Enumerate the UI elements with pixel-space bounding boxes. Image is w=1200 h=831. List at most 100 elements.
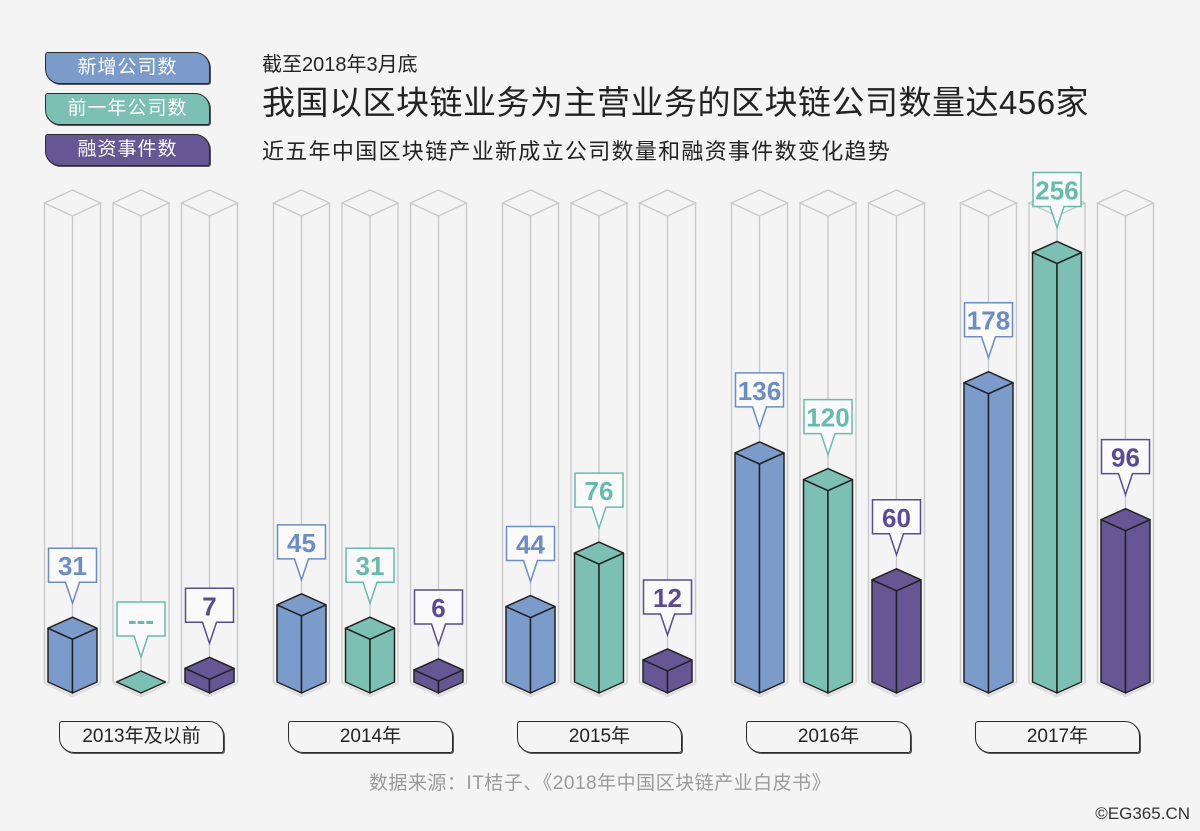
bar [1100,507,1151,694]
data-label: 256 [1032,171,1082,230]
column-outline-bottom [501,681,560,698]
data-label-callout [345,547,395,606]
legend-label: 前一年公司数 [67,98,188,119]
x-tick-label: 2013年及以前 [59,721,224,753]
bar [184,656,235,694]
data-label-text: 7 [202,591,216,621]
bar [871,568,922,694]
column-outline-top [179,189,240,217]
column-outline [42,189,103,698]
bar-top-face [1100,507,1151,532]
data-label: 178 [963,301,1014,361]
data-label-text: 31 [58,551,87,581]
data-label-text: 96 [1111,443,1140,473]
bar [963,370,1014,694]
column-outline-top [111,189,171,217]
data-label-callout [1100,438,1151,498]
bar-right-face [758,452,785,694]
column-outline-bottom [959,681,1018,698]
column-outline [500,189,561,698]
data-label-text: 120 [806,403,849,433]
data-label-callout [184,587,235,646]
column-outline [729,189,790,698]
bar-top-face [963,370,1014,395]
bar-top-face [413,658,464,682]
data-label-callout [574,472,624,531]
bar-right-face [827,478,854,694]
bar [573,541,625,694]
bar-top-face [344,616,396,640]
column-outline-top [958,189,1019,217]
column-outline-bottom [272,681,331,698]
column-outline-top [729,189,790,217]
bar-left-face [505,605,532,694]
bar-right-face [987,381,1014,694]
column-outline-top [340,189,400,217]
data-label-text: 12 [653,583,682,613]
legend-item-prior-year-companies: 前一年公司数 [45,93,210,125]
bar [734,441,785,694]
bar-right-face [598,552,625,694]
bar-top-face [573,541,625,565]
data-label: 7 [184,587,235,646]
bar-top-face [276,593,327,617]
bar-left-face [802,478,829,694]
data-label: 6 [413,589,464,648]
data-label-callout [963,301,1014,361]
bar-top-face [184,656,235,681]
column-outline [340,189,400,698]
column-outline-bottom [409,681,468,698]
bar-right-face [1056,251,1083,694]
column-outline-bottom [867,681,926,698]
column-outline-bottom [112,681,170,698]
bar [802,467,854,694]
bar-right-face [529,605,556,694]
data-label-text: --- [128,605,154,635]
data-label-callout [276,524,327,583]
column-outline-bottom [1096,681,1155,698]
data-label-text: 136 [738,376,781,406]
column-outline-bottom [180,681,239,698]
bars [47,240,1151,694]
x-tick-label: 2017年 [975,721,1140,753]
data-label: 120 [803,398,853,457]
bar-top-face [115,670,167,694]
data-label: 45 [276,524,327,583]
column-outline-top [866,189,927,217]
column-outline-top [637,189,698,217]
data-label: 44 [505,525,556,584]
data-label-callout [642,579,693,638]
bar [344,616,396,694]
bar-left-face [1100,518,1127,694]
bar-left-face [1031,251,1058,694]
data-label-text: 76 [585,476,614,506]
bar-top-face [734,441,785,465]
bar [413,658,464,694]
bar [505,594,556,694]
bar [642,648,693,694]
legend-label: 新增公司数 [77,57,178,78]
bar [1031,240,1083,694]
data-labels: 31 --- 7 45 31 6 44 76 12 136 120 60 178 256 96 [47,171,1151,660]
data-label-callout [734,372,785,431]
data-source: 数据来源：IT桔子、《2018年中国区块链产业白皮书》 [368,773,832,794]
data-label-text: 60 [882,503,911,533]
data-label-callout [871,499,922,558]
data-label-text: 45 [287,528,316,558]
bar-left-face [276,604,303,694]
bar-left-face [573,552,600,694]
bar [276,593,327,694]
chart-title: 我国以区块链业务为主营业务的区块链公司数量达456家 [262,84,1090,121]
data-label-callout [505,525,556,584]
column-outline-top [500,189,561,217]
column-outline-top [798,189,858,217]
bar-right-face [1124,518,1151,694]
bar-right-face [300,604,327,694]
legend-item-new-companies: 新增公司数 [45,52,210,84]
data-label: --- [116,601,166,660]
data-label-callout [413,589,464,648]
bar-top-face [642,648,693,672]
bar [47,616,98,694]
column-outline-bottom [730,681,789,698]
column-outline-bottom [638,681,697,698]
